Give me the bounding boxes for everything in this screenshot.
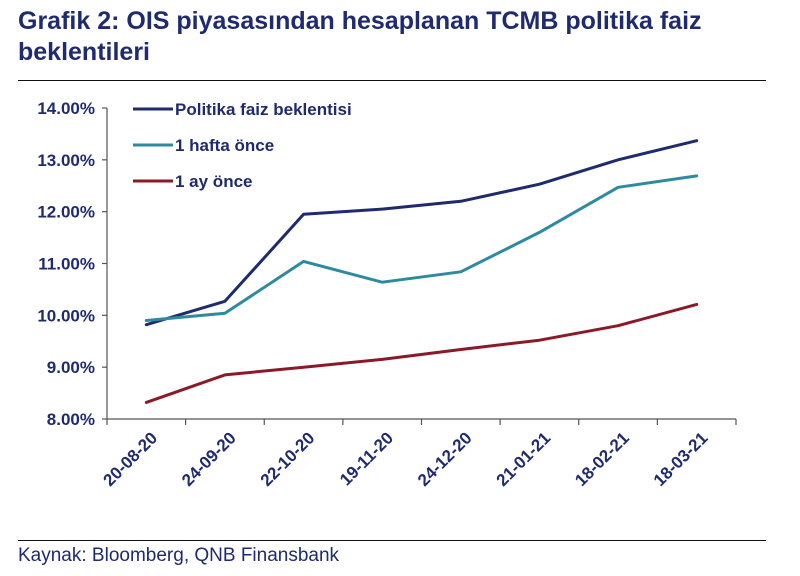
legend-label-1: Politika faiz beklentisi <box>175 100 352 119</box>
line-chart: 8.00% 9.00% 10.00% 11.00% 12.00% 13.00% 14.00%… <box>37 99 737 490</box>
y-tick-label: 8.00% <box>47 410 95 429</box>
y-tick-label: 12.00% <box>37 203 95 222</box>
y-tick-label: 13.00% <box>37 151 95 170</box>
x-tick-label: 18-02-21 <box>571 428 633 490</box>
legend-label-3: 1 ay önce <box>175 172 253 191</box>
y-tick-label: 11.00% <box>38 255 95 274</box>
x-tick-label: 18-03-21 <box>650 428 712 490</box>
source-divider <box>18 540 766 541</box>
y-tick-label: 10.00% <box>37 306 95 325</box>
legend-label-2: 1 hafta önce <box>175 136 274 155</box>
x-tick-label: 19-11-20 <box>336 428 397 489</box>
x-tick-label: 24-12-20 <box>414 428 476 490</box>
title-divider <box>18 80 766 81</box>
x-tick-label: 21-01-21 <box>493 428 555 490</box>
series-line-3 <box>144 302 699 404</box>
x-tick-label: 24-09-20 <box>178 428 240 490</box>
series-line-1 <box>144 139 699 327</box>
series-line-2 <box>144 174 699 322</box>
x-tick-label: 22-10-20 <box>257 428 319 490</box>
x-tick-label: 20-08-20 <box>100 428 162 490</box>
chart-title: Grafik 2: OIS piyasasından hesaplanan TC… <box>18 7 702 66</box>
source-note: Kaynak: Bloomberg, QNB Finansbank <box>18 545 340 566</box>
y-tick-label: 9.00% <box>47 358 95 377</box>
y-tick-label: 14.00% <box>37 99 95 118</box>
